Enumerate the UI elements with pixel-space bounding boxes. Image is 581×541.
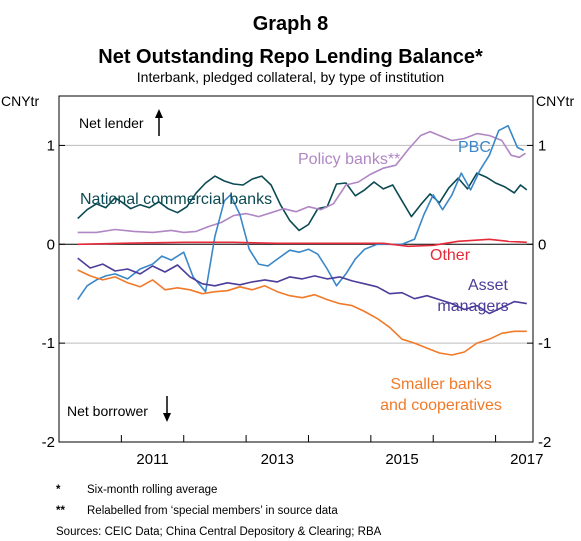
chart-subtitle: Interbank, pledged collateral, by type o… [137,69,444,85]
x-ticks: 2011 2013 2015 2017 [120,435,543,468]
note-1-marker: * [56,484,61,496]
label-smaller-banks-2: and cooperatives [380,397,502,414]
label-national-commercial-banks: National commercial banks [80,191,272,208]
net-borrower-label: Net borrower [67,403,148,419]
series-lines [77,124,528,356]
y-unit-right: CNYtr [536,93,574,109]
label-pbc: PBC [458,139,491,156]
series-line-other [77,238,527,248]
series-line-pbc [77,124,524,301]
plot-frame [58,95,534,443]
label-other: Other [430,247,471,264]
label-asset-managers-1: Asset [468,277,509,294]
x-tick-label: 2013 [261,451,294,468]
y-tick-label-right: 0 [538,236,546,253]
sources: Sources: CEIC Data; China Central Deposi… [56,526,382,538]
label-policy-banks: Policy banks** [298,151,400,168]
series-line-policy-banks [77,130,526,234]
chart-title: Net Outstanding Repo Lending Balance* [98,46,483,68]
y-tick-label-left: -1 [42,335,55,352]
net-lender-label: Net lender [79,115,144,131]
y-ticks: -2 -2 -1 -1 0 0 1 1 [42,137,552,451]
graph-number: Graph 8 [253,13,329,35]
note-2-text: Relabelled from ‘special members’ in sou… [87,505,338,517]
series-line-national-commercial-banks [77,172,528,232]
label-asset-managers-2: managers [437,298,508,315]
y-tick-label-left: 0 [47,236,55,253]
y-tick-label-right: -1 [538,335,551,352]
net-borrower-arrow-icon [163,396,171,422]
x-tick-label: 2015 [385,451,418,468]
series-line-smaller-banks-and-cooperatives [77,269,527,356]
y-tick-label-right: -2 [538,434,551,451]
gridlines [59,144,533,344]
series-line-asset-managers [77,257,527,315]
y-tick-label-right: 1 [538,137,546,154]
note-2-marker: ** [56,505,65,517]
net-lender-arrow-icon [155,109,163,136]
y-tick-label-left: -2 [42,434,55,451]
x-tick-label: 2017 [510,451,543,468]
y-unit-left: CNYtr [1,93,39,109]
note-1-text: Six-month rolling average [87,484,217,496]
label-smaller-banks-1: Smaller banks [390,376,491,393]
y-tick-label-left: 1 [47,137,55,154]
x-tick-label: 2011 [136,451,168,468]
